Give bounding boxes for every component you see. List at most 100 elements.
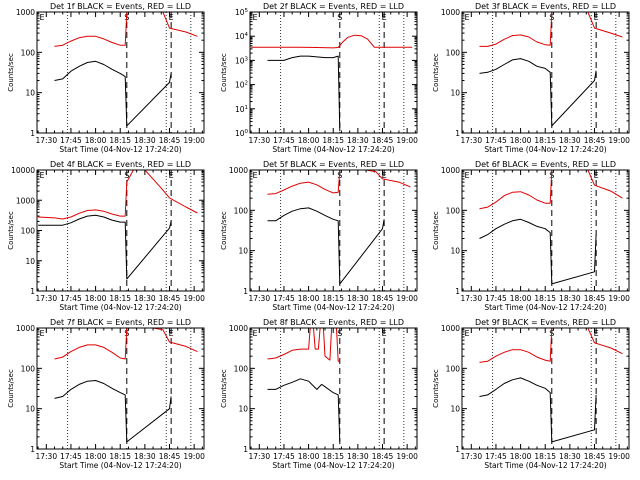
x-tick-label: 18:00 [298, 136, 320, 145]
series-group [54, 328, 198, 443]
x-tick-label: 18:45 [159, 136, 181, 145]
x-tick-label: 18:00 [85, 452, 107, 461]
y-tick-label: 101 [235, 105, 248, 114]
y-tick-label: 1000 [441, 8, 460, 17]
y-axis-title: Counts/sec [432, 211, 440, 250]
x-tick-label: 17:30 [460, 452, 482, 461]
series-group [251, 34, 413, 132]
x-tick-label: 19:00 [396, 136, 418, 145]
y-tick-label: 10 [450, 405, 460, 414]
y-axis-title: Counts/sec [7, 53, 15, 92]
marker-label: E [464, 13, 469, 22]
y-tick-label: 10 [238, 405, 248, 414]
event-rate-line [267, 207, 385, 285]
y-tick-label: 103 [235, 56, 249, 65]
x-axis-title: Start Time (04-Nov-12 17:24:20) [272, 145, 394, 154]
y-tick-label: 1 [30, 287, 35, 296]
y-tick-label: 100 [446, 48, 461, 57]
marker-label: E [252, 329, 257, 338]
x-tick-label: 18:15 [322, 294, 344, 303]
chart-title: Det 5f BLACK = Events, RED = LLD [263, 160, 404, 169]
x-tick-label: 18:45 [584, 294, 606, 303]
y-tick-label: 10 [450, 89, 460, 98]
plot-frame [36, 11, 205, 134]
x-tick-label: 18:30 [134, 452, 156, 461]
x-tick-label: 18:00 [298, 452, 320, 461]
x-tick-label: 18:15 [534, 294, 556, 303]
series-group [54, 12, 198, 127]
y-tick-label: 100 [446, 364, 461, 373]
x-tick-label: 18:45 [584, 452, 606, 461]
y-tick-label: 1000 [16, 196, 35, 205]
y-tick-label: 1000 [229, 324, 248, 333]
marker-label: E [594, 329, 599, 338]
y-tick-label: 10000 [11, 166, 35, 175]
x-tick-label: 17:30 [248, 294, 270, 303]
x-tick-label: 17:45 [485, 294, 507, 303]
x-tick-label: 17:30 [35, 294, 57, 303]
chart-panel-7: Det 7f BLACK = Events, RED = LLD 1 10 100 10… [7, 318, 205, 470]
chart-panel-8: Det 8f BLACK = Events, RED = LLD 1 10 100 10… [220, 318, 418, 470]
marker-label: S [124, 171, 129, 180]
y-tick-label: 102 [235, 81, 248, 90]
x-tick-label: 19:00 [608, 294, 630, 303]
x-tick-label: 19:00 [608, 136, 630, 145]
y-axis-title: Counts/sec [7, 211, 15, 250]
y-tick-label: 1 [30, 129, 35, 138]
chart-title: Det 3f BLACK = Events, RED = LLD [475, 2, 616, 11]
y-axis-title: Counts/sec [7, 369, 15, 408]
marker-label: E [39, 13, 44, 22]
x-axis-title: Start Time (04-Nov-12 17:24:20) [272, 303, 394, 312]
lld-rate-line [479, 170, 623, 210]
marker-label: E [252, 13, 257, 22]
x-axis-title: Start Time (04-Nov-12 17:24:20) [59, 145, 181, 154]
x-tick-label: 17:30 [460, 136, 482, 145]
y-tick-label: 1 [455, 129, 460, 138]
plot-frame [36, 327, 205, 450]
x-tick-label: 18:45 [372, 452, 394, 461]
series-group [38, 170, 198, 280]
y-tick-label: 100 [21, 364, 36, 373]
event-rate-line [267, 378, 341, 442]
marker-label: E [252, 171, 257, 180]
marker-label: E [39, 329, 44, 338]
x-tick-label: 17:45 [485, 136, 507, 145]
y-tick-label: 1 [30, 445, 35, 454]
x-tick-label: 17:45 [60, 452, 82, 461]
y-tick-label: 1 [455, 287, 460, 296]
chart-title: Det 8f BLACK = Events, RED = LLD [263, 318, 404, 327]
series-group [267, 170, 411, 285]
x-tick-label: 17:45 [60, 294, 82, 303]
plot-frame [249, 327, 418, 450]
x-tick-label: 18:00 [510, 136, 532, 145]
lld-rate-line [38, 170, 198, 220]
lld-rate-line [479, 328, 623, 363]
marker-label: S [337, 13, 342, 22]
x-tick-label: 18:30 [134, 136, 156, 145]
event-rate-line [479, 377, 597, 443]
y-tick-label: 10 [238, 247, 248, 256]
x-tick-label: 18:15 [534, 452, 556, 461]
chart-panel-2: Det 2f BLACK = Events, RED = LLD 100 101 10… [220, 2, 418, 154]
y-tick-label: 100 [446, 206, 461, 215]
chart-panel-5: Det 5f BLACK = Events, RED = LLD 1 10 100 10… [220, 160, 418, 312]
x-tick-label: 18:00 [85, 294, 107, 303]
marker-label: S [337, 329, 342, 338]
x-axis-title: Start Time (04-Nov-12 17:24:20) [272, 461, 394, 470]
y-axis-title: Counts/sec [432, 53, 440, 92]
chart-title: Det 2f BLACK = Events, RED = LLD [263, 2, 404, 11]
chart-panel-6: Det 6f BLACK = Events, RED = LLD 1 10 100 10… [432, 160, 630, 312]
y-tick-label: 100 [235, 129, 249, 138]
y-tick-label: 1000 [229, 166, 248, 175]
x-tick-label: 18:30 [347, 294, 369, 303]
y-tick-label: 104 [235, 32, 249, 41]
series-group [267, 328, 341, 442]
x-axis-title: Start Time (04-Nov-12 17:24:20) [59, 461, 181, 470]
series-group [479, 12, 623, 127]
chart-title: Det 9f BLACK = Events, RED = LLD [475, 318, 616, 327]
y-tick-label: 100 [234, 206, 249, 215]
x-tick-label: 18:00 [85, 136, 107, 145]
y-axis-title: Counts/sec [432, 369, 440, 408]
x-tick-label: 18:00 [298, 294, 320, 303]
lld-rate-line [251, 34, 413, 49]
